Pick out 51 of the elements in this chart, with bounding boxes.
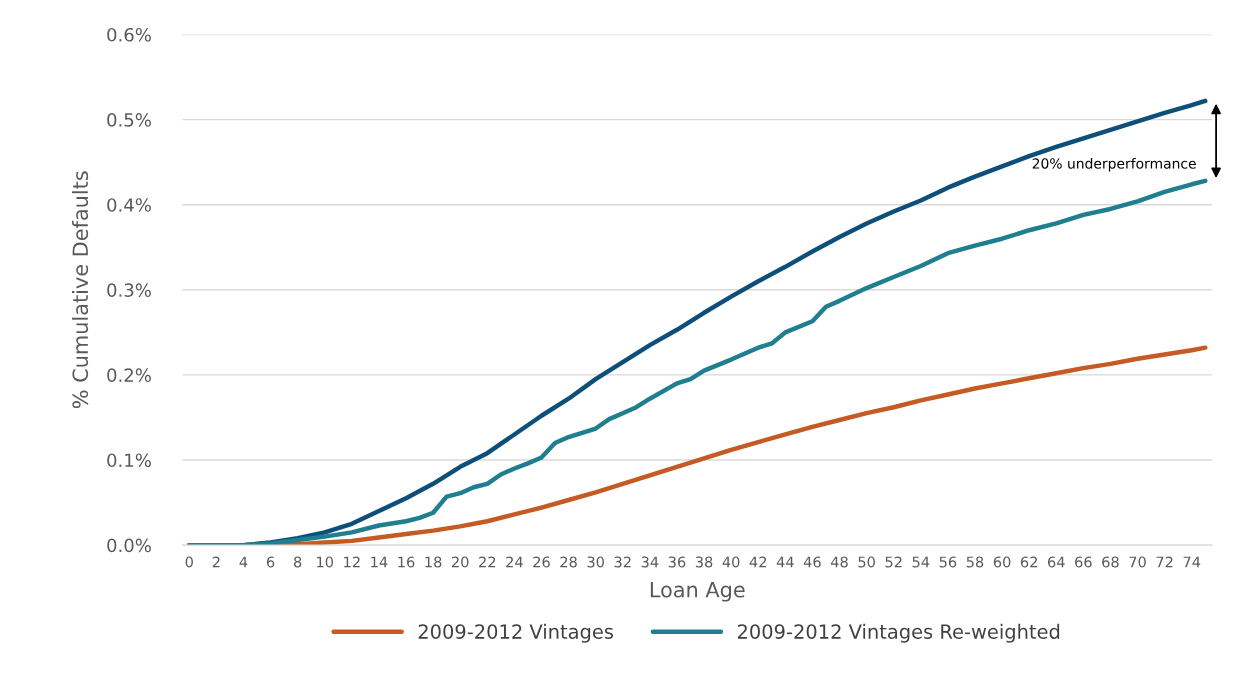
x-tick-label: 38 <box>695 556 713 568</box>
x-tick-label: 36 <box>668 556 686 568</box>
x-tick-label: 10 <box>317 556 334 568</box>
x-tick-label: 32 <box>614 556 631 568</box>
x-tick-label: 24 <box>506 556 523 568</box>
legend-label: 2009-2012 Vintages <box>418 623 614 643</box>
y-tick-label: 0.3% <box>107 283 151 297</box>
y-tick-label: 0.1% <box>107 453 151 468</box>
x-tick-label: 2 <box>212 556 220 568</box>
x-tick-label: 16 <box>398 556 415 568</box>
x-tick-label: 50 <box>858 556 875 568</box>
x-tick-label: 70 <box>1129 556 1146 568</box>
x-tick-label: 54 <box>912 556 930 568</box>
x-tick-label: 12 <box>344 556 360 568</box>
x-tick-label: 60 <box>993 556 1011 568</box>
x-tick-label: 26 <box>533 556 550 568</box>
x-tick-label: 72 <box>1156 556 1173 568</box>
x-tick-label: 64 <box>1047 556 1065 568</box>
x-tick-label: 18 <box>425 556 442 568</box>
legend-label: 2009-2012 Vintages Re-weighted <box>737 623 1060 643</box>
y-tick-label: 0.5% <box>107 113 151 127</box>
x-tick-label: 40 <box>722 556 740 568</box>
x-tick-label: 30 <box>587 556 604 568</box>
x-tick-label: 28 <box>560 556 577 568</box>
x-tick-label: 56 <box>939 556 957 568</box>
x-tick-label: 4 <box>239 556 248 568</box>
x-tick-label: 14 <box>371 556 388 568</box>
x-tick-label: 68 <box>1102 556 1119 568</box>
x-tick-label: 44 <box>776 556 794 568</box>
x-tick-label: 0 <box>185 556 193 568</box>
y-tick-label: 0.6% <box>107 27 151 42</box>
x-tick-label: 6 <box>266 556 275 568</box>
y-tick-label: 0.4% <box>107 198 151 212</box>
y-tick-label: 0.2% <box>107 368 151 383</box>
x-tick-label: 42 <box>749 556 767 568</box>
x-tick-label: 62 <box>1020 556 1037 568</box>
x-tick-label: 66 <box>1075 556 1092 568</box>
y-axis-title: % Cumulative Defaults <box>72 171 89 409</box>
x-tick-label: 22 <box>479 556 496 568</box>
y-tick-label: 0.0% <box>107 538 151 553</box>
x-tick-label: 20 <box>451 556 469 568</box>
x-tick-label: 58 <box>966 556 984 568</box>
x-tick-label: 34 <box>641 556 659 568</box>
x-tick-label: 52 <box>885 556 902 568</box>
annotation: 20% underperformance <box>1032 157 1196 172</box>
x-tick-label: 8 <box>293 556 302 568</box>
line-series <box>187 178 1208 546</box>
x-axis-title: Loan Age <box>650 582 745 602</box>
x-tick-label: 46 <box>803 556 821 568</box>
x-tick-label: 48 <box>830 556 848 568</box>
x-tick-label: 74 <box>1183 556 1201 568</box>
